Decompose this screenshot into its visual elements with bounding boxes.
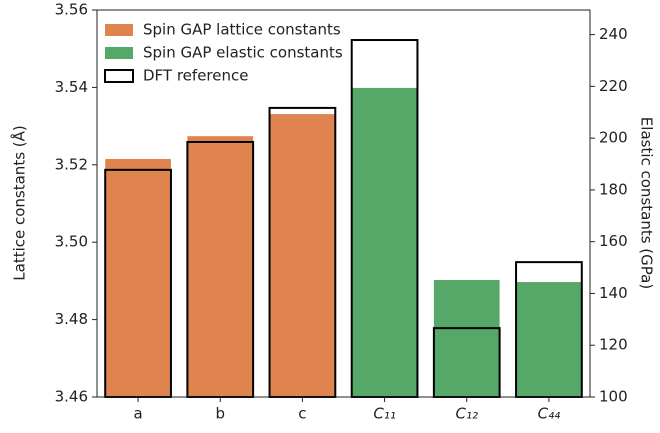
bar	[433, 279, 500, 397]
y2-tick-label: 180	[599, 180, 628, 198]
y2-tick-label: 160	[599, 232, 628, 250]
y2-tick-label: 220	[599, 77, 628, 95]
y-axis-label: Lattice constants (Å)	[10, 125, 29, 280]
x-tick-label: C₁₁	[373, 405, 396, 423]
y2-tick-label: 240	[599, 25, 628, 43]
x-tick-label: a	[133, 405, 142, 423]
bar	[351, 87, 418, 397]
y2-tick-label: 200	[599, 129, 628, 147]
y2-tick-label: 100	[599, 388, 628, 406]
y-tick-label: 3.56	[55, 1, 88, 19]
bar	[105, 158, 171, 397]
bar	[187, 136, 254, 398]
bar	[516, 282, 582, 397]
y2-tick-label: 120	[599, 336, 628, 354]
x-tick-label: c	[298, 405, 306, 423]
plot-frame	[96, 9, 591, 398]
y-tick-label: 3.54	[55, 78, 88, 96]
x-tick-label: C₁₂	[456, 405, 479, 423]
y2-axis-label: Elastic constants (GPa)	[638, 117, 656, 289]
legend-swatch	[104, 69, 134, 83]
x-tick-label: C₄₄	[538, 405, 561, 423]
y2-tick-label: 140	[599, 284, 628, 302]
legend-swatch	[105, 24, 133, 36]
x-tick-label: b	[215, 405, 225, 423]
legend-label: DFT reference	[143, 67, 248, 85]
y-tick-label: 3.50	[55, 233, 88, 251]
y-tick-label: 3.48	[55, 310, 88, 328]
bar	[269, 114, 336, 397]
y-tick-label: 3.52	[55, 155, 88, 173]
legend-label: Spin GAP elastic constants	[143, 44, 343, 62]
y-tick-label: 3.46	[55, 388, 88, 406]
legend-label: Spin GAP lattice constants	[143, 21, 341, 39]
legend-swatch	[105, 47, 133, 59]
